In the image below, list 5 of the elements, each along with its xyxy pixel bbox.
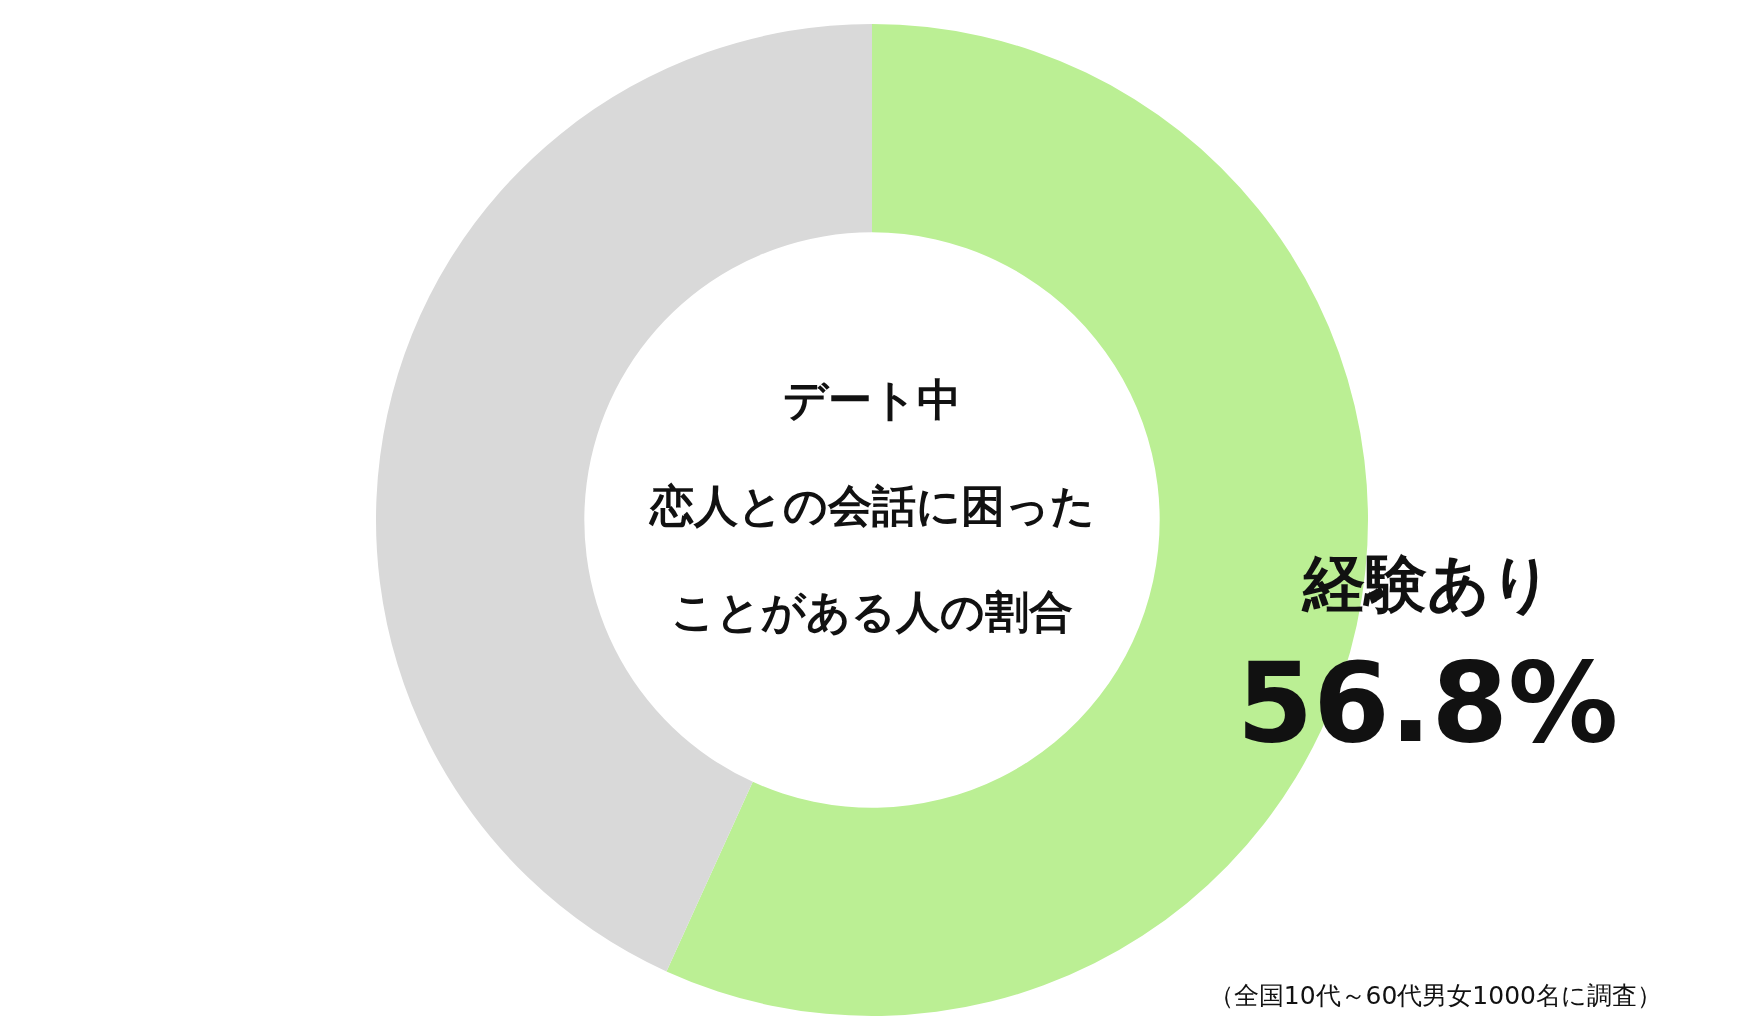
data-label: 56.8% [1236, 638, 1619, 767]
text: 恋人との会話に困ったことがある人の割合 [649, 480, 1095, 638]
text: （全国10代～60代男女1000名に調査） [1208, 980, 1662, 1010]
slice-label: 経験あり [1300, 547, 1553, 621]
text: デート中 [783, 374, 961, 426]
